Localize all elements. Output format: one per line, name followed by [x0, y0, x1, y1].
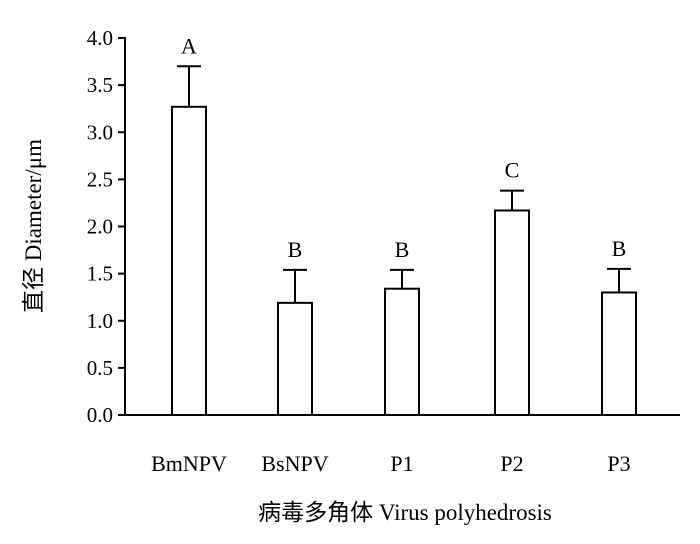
y-tick-label: 0.0	[87, 403, 113, 427]
y-tick-label: 2.0	[87, 215, 113, 239]
bar	[277, 301, 313, 416]
significance-label: B	[288, 237, 303, 262]
category-labels: BmNPV BsNPV P1 P2 P3	[151, 451, 631, 476]
y-tick-label: 0.5	[87, 356, 113, 380]
error-bars	[177, 65, 631, 303]
bar	[171, 105, 207, 417]
category-label: P2	[500, 451, 523, 476]
significance-label: B	[395, 237, 410, 262]
bar	[601, 291, 637, 417]
significance-labels: A B B C B	[181, 33, 626, 262]
significance-label: B	[612, 236, 627, 261]
y-tick-label: 1.0	[87, 309, 113, 333]
bars	[171, 105, 637, 417]
y-axis-title: 直径 Diameter/μm	[21, 139, 46, 313]
y-tick-label: 4.0	[87, 26, 113, 50]
category-label: P1	[390, 451, 413, 476]
y-ticks: 0.0 0.5 1.0 1.5 2.0 2.5 3.0 3.5 4.0	[87, 26, 125, 427]
y-tick-label: 3.5	[87, 73, 113, 97]
y-tick-label: 3.0	[87, 120, 113, 144]
bar	[494, 209, 530, 416]
y-tick-label: 1.5	[87, 262, 113, 286]
category-label: BsNPV	[261, 451, 328, 476]
significance-label: C	[505, 158, 520, 183]
bar	[384, 287, 420, 416]
category-label: P3	[607, 451, 630, 476]
x-axis-title: 病毒多角体 Virus polyhedrosis	[258, 500, 552, 525]
significance-label: A	[181, 33, 197, 58]
category-label: BmNPV	[151, 451, 227, 476]
y-tick-label: 2.5	[87, 167, 113, 191]
